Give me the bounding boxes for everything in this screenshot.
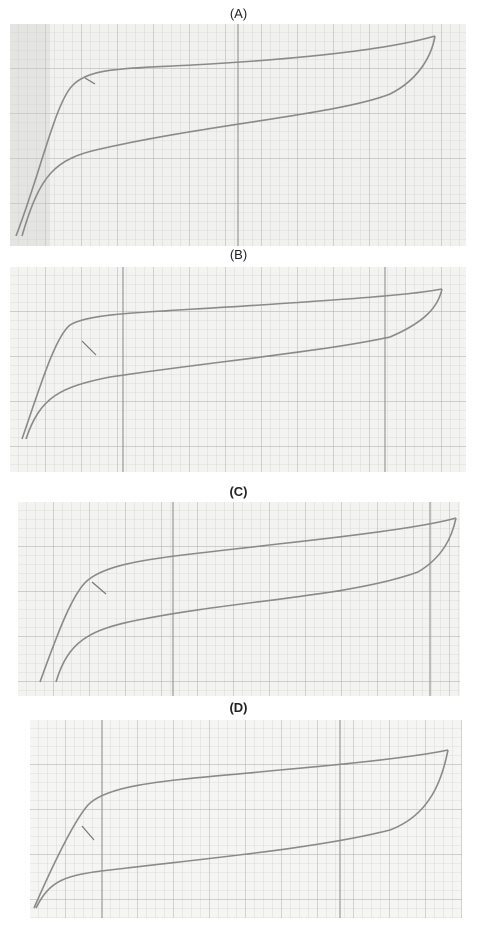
chart-paper: [10, 24, 466, 246]
panel-label: (C): [229, 484, 248, 499]
chart-paper: [30, 720, 462, 918]
chart-paper: [10, 267, 466, 472]
panel-label: (A): [229, 6, 248, 21]
panel-label: (D): [229, 700, 248, 715]
chart-paper: [18, 502, 460, 696]
panel-label: (B): [229, 247, 248, 262]
